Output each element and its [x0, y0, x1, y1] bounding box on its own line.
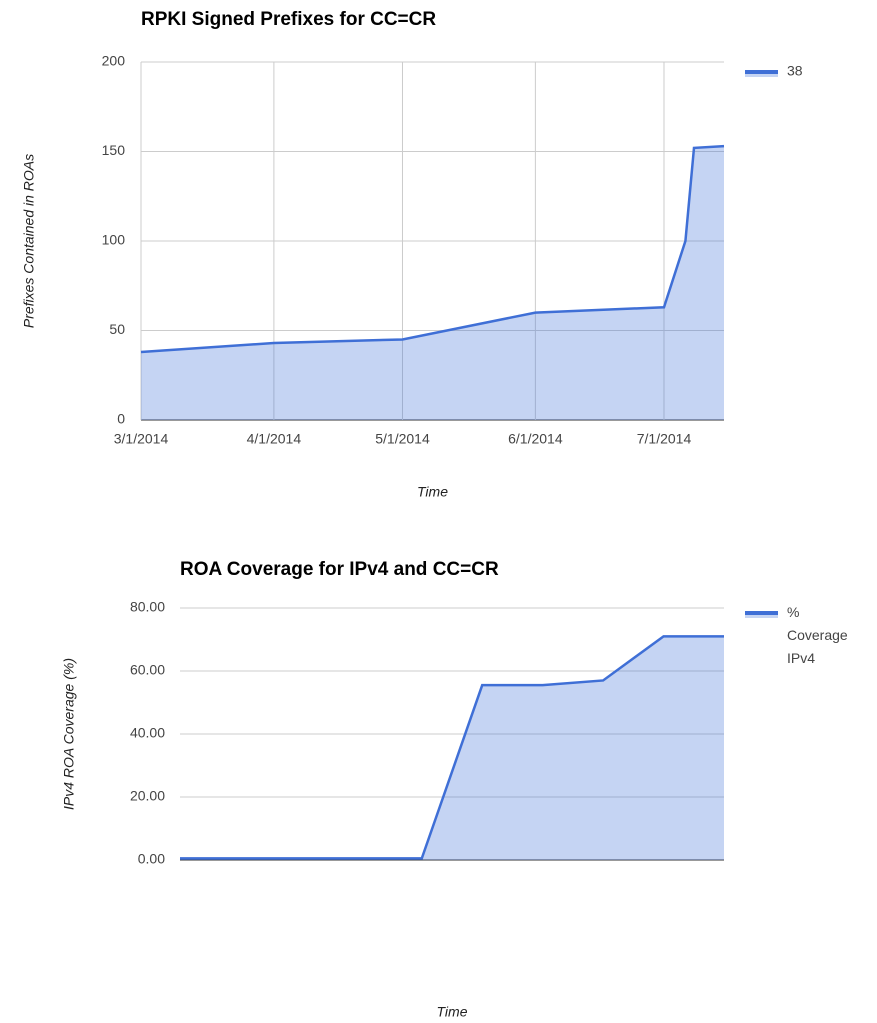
y-tick-label: 0 [117, 411, 125, 427]
x-tick-label: 7/1/2014 [637, 431, 692, 447]
legend-swatch-area [745, 72, 778, 77]
x-tick-label: 6/1/2014 [508, 431, 563, 447]
chart-title: ROA Coverage for IPv4 and CC=CR [180, 559, 499, 580]
y-tick-label: 150 [102, 142, 126, 158]
x-axis-title: Time [417, 484, 448, 500]
area [180, 636, 724, 860]
line [140, 144, 725, 354]
x-tick-label: 5/1/2014 [375, 431, 430, 447]
y-tick-label: 0.00 [138, 851, 165, 867]
chart-title: RPKI Signed Prefixes for CC=CR [141, 9, 436, 30]
y-axis-title: Prefixes Contained in ROAs [21, 154, 37, 328]
y-tick-label: 100 [102, 232, 126, 248]
y-tick-label: 60.00 [130, 662, 165, 678]
y-tick-label: 40.00 [130, 725, 165, 741]
legend-swatch-area [745, 613, 778, 618]
y-tick-label: 80.00 [130, 599, 165, 615]
y-tick-label: 20.00 [130, 788, 165, 804]
x-tick-label: 4/1/2014 [247, 431, 302, 447]
x-axis-title: Time [437, 1004, 468, 1020]
legend-label: 38 [787, 63, 803, 79]
line [180, 635, 724, 860]
legend-label: % Coverage IPv4 [787, 604, 852, 666]
y-axis-title: IPv4 ROA Coverage (%) [61, 658, 77, 810]
y-tick-label: 50 [109, 321, 125, 337]
area [141, 146, 724, 420]
y-tick-label: 200 [102, 53, 126, 69]
x-tick-label: 3/1/2014 [114, 431, 169, 447]
